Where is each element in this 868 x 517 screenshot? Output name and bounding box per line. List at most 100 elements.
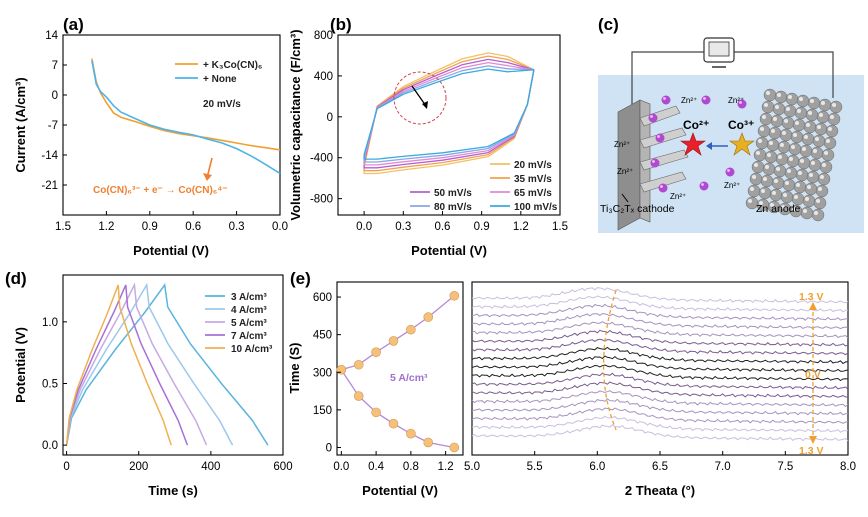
anode-sphere <box>768 126 782 140</box>
anode-sphere <box>786 154 800 168</box>
panel-d-y-tick-label: 1.0 <box>42 317 58 329</box>
anode-sphere <box>790 130 804 144</box>
panel-b-legend-4: 65 mV/s <box>514 188 552 199</box>
anode-sphere <box>793 180 807 194</box>
panel-label-d: (d) <box>5 269 27 288</box>
anode-sphere-highlight <box>783 193 787 197</box>
anode-sphere <box>784 166 798 180</box>
panel-d-gcd-2 <box>65 282 234 446</box>
zn-ion-ball <box>701 95 711 105</box>
zn-ion-ball <box>725 167 735 177</box>
panel-b-x-tick-label: 0.0 <box>356 221 372 233</box>
anode-sphere-highlight <box>796 183 800 187</box>
anode-sphere <box>766 138 780 152</box>
anode-sphere <box>827 112 841 126</box>
panel-b-x-tick-label: 1.2 <box>513 221 529 233</box>
panel-a-chart: 1.5 1.2 0.9 0.6 0.3 0.0 14 7 0 -7 -14 -21 Potentia… <box>13 30 288 258</box>
anode-sphere-highlight <box>764 103 768 107</box>
panel-d-xlabel: Time (s) <box>148 483 198 498</box>
panel-a-x-tick-label: 0.3 <box>229 221 245 233</box>
panel-e-left-y-tick-label: 300 <box>313 367 332 379</box>
panel-d-y-tick-label: 0.0 <box>42 440 58 452</box>
anode-sphere-highlight <box>770 203 774 207</box>
panel-e-left-x-tick-label: 0.8 <box>403 461 419 473</box>
zn-ion-ball-highlight <box>701 183 704 186</box>
panel-e-left-point <box>406 324 416 335</box>
panel-b-y-tick-label: 800 <box>314 30 333 42</box>
co2-ion-star-icon <box>680 132 706 156</box>
anode-sphere-highlight <box>803 209 807 213</box>
anode-sphere <box>816 110 830 124</box>
anode-sphere-highlight <box>794 195 798 199</box>
xrd-pattern-16 <box>471 415 849 433</box>
zn-ion-ball-highlight <box>727 169 730 172</box>
zn-ion-ball <box>661 95 671 105</box>
anode-sphere-highlight <box>778 155 782 159</box>
anode-sphere-highlight <box>818 187 822 191</box>
panel-a-x-tick-label: 1.2 <box>98 221 114 233</box>
panel-e-right-x-tick-label: 7.0 <box>715 461 731 473</box>
anode-sphere <box>823 136 837 150</box>
anode-sphere <box>825 124 839 138</box>
anode-sphere <box>774 90 788 104</box>
anode-sphere-highlight <box>784 119 788 123</box>
anode-sphere <box>788 142 802 156</box>
anode-sphere <box>753 148 767 162</box>
panel-d-legend-2: 4 A/cm³ <box>231 305 267 316</box>
anode-sphere <box>805 108 819 122</box>
panel-b-y-tick-label: 400 <box>314 71 333 83</box>
panel-e-left-point <box>449 290 460 301</box>
panel-e-left-y-tick-label: 450 <box>313 330 332 342</box>
anode-sphere <box>761 100 775 114</box>
anode-sphere-highlight <box>754 163 758 167</box>
panel-e-left-x-tick-label: 1.2 <box>438 461 454 473</box>
panel-b-x-tick-label: 0.6 <box>434 221 450 233</box>
anode-sphere <box>782 178 796 192</box>
panel-b-chart: 0.0 0.3 0.6 0.9 1.2 1.5 800 400 0 -400 -800 Poten… <box>288 29 568 258</box>
xrd-pattern-6 <box>471 329 849 347</box>
panel-a-y-tick-label: 7 <box>52 60 58 72</box>
anode-sphere <box>783 104 797 118</box>
panel-e-right-x-tick-label: 8.0 <box>840 461 856 473</box>
anode-sphere-highlight <box>776 167 780 171</box>
panel-b-xlabel: Potential (V) <box>411 243 487 258</box>
anode-sphere-highlight <box>802 147 806 151</box>
panel-d-gcd-5 <box>65 284 172 446</box>
anode-sphere <box>815 184 829 198</box>
anode-sphere-highlight <box>756 151 760 155</box>
zn-ion-ball-highlight <box>663 97 666 100</box>
panel-label-a: (a) <box>63 15 84 34</box>
panel-a-reaction: Co(CN)₆³⁻ + e⁻ → Co(CN)₆⁴⁻ <box>93 185 228 196</box>
panel-b-legend-2: 35 mV/s <box>514 174 552 185</box>
panel-e-right-x-tick-label: 6.0 <box>589 461 605 473</box>
co2-label: Co²⁺ <box>683 118 709 132</box>
zn-ion-ball-highlight <box>657 135 660 138</box>
anode-sphere-highlight <box>793 133 797 137</box>
xrd-pattern-4 <box>471 313 849 330</box>
co3-ion-star-icon <box>729 132 755 156</box>
anode-sphere-highlight <box>807 185 811 189</box>
panel-a-y-tick-label: -14 <box>41 150 58 162</box>
anode-sphere <box>799 144 813 158</box>
panel-b-cv-6 <box>363 68 535 160</box>
panel-b-legend-6: 100 mV/s <box>514 202 558 213</box>
anode-sphere <box>802 194 816 208</box>
anode-sphere-highlight <box>815 137 819 141</box>
panel-b-legend-3: 50 mV/s <box>434 188 472 199</box>
anode-sphere-highlight <box>762 115 766 119</box>
anode-sphere-highlight <box>786 107 790 111</box>
anode-sphere-highlight <box>819 113 823 117</box>
panel-e-left-point <box>336 364 347 375</box>
anode-sphere-highlight <box>791 145 795 149</box>
panel-d-x-tick-label: 200 <box>129 461 148 473</box>
panel-d-x-tick-label: 600 <box>273 461 292 473</box>
panel-a-y-tick-label: 14 <box>45 30 58 42</box>
anode-sphere-highlight <box>752 175 756 179</box>
anode-sphere-highlight <box>830 115 834 119</box>
anode-sphere <box>792 118 806 132</box>
panel-a-y-tick-label: -21 <box>41 180 58 192</box>
anode-sphere-highlight <box>773 117 777 121</box>
xrd-pattern-15 <box>471 407 849 424</box>
anode-sphere-highlight <box>820 175 824 179</box>
anode-sphere <box>747 184 761 198</box>
